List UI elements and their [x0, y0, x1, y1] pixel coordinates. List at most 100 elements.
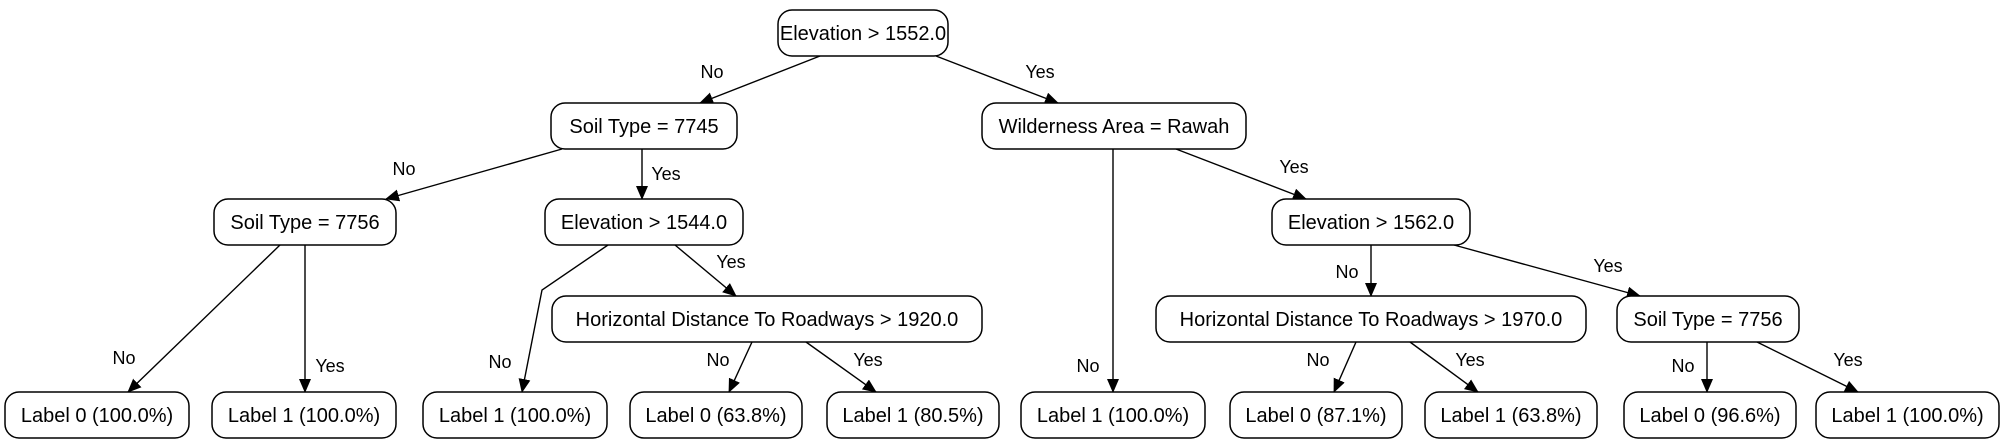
node-label: Soil Type = 7745	[569, 116, 718, 138]
leaf-node-l9: Label 0 (96.6%)	[1623, 391, 1797, 439]
edge-arrow	[674, 244, 737, 297]
edge-label: Yes	[1025, 62, 1054, 82]
nodes-layer: Elevation > 1552.0 Soil Type = 7745 Wilder…	[4, 9, 2000, 439]
edge-n8-l9: No	[1671, 342, 1713, 393]
node-box	[1155, 295, 1587, 343]
edge-arrow	[127, 244, 281, 393]
edge-label: Yes	[853, 350, 882, 370]
decision-node-n4: Elevation > 1544.0	[544, 198, 744, 246]
node-box	[1623, 391, 1797, 439]
edge-arrow	[805, 341, 877, 393]
edge-label: Yes	[1455, 350, 1484, 370]
decision-node-n8: Soil Type = 7756	[1616, 295, 1800, 343]
edge-n0-n1: No	[699, 55, 821, 104]
edge-n1-n3: No	[385, 148, 563, 202]
edge-n0-n2: Yes	[935, 55, 1059, 104]
edge-n4-l3: No	[488, 244, 609, 393]
edge-label: No	[1335, 262, 1358, 282]
node-box	[1229, 391, 1403, 439]
node-label: Label 0 (100.0%)	[21, 405, 173, 427]
node-box	[422, 391, 608, 439]
edge-label: Yes	[315, 356, 344, 376]
node-label: Label 0 (63.8%)	[645, 405, 786, 427]
node-label: Label 1 (100.0%)	[1831, 405, 1983, 427]
edge-label: Yes	[1833, 350, 1862, 370]
edge-label: No	[1076, 356, 1099, 376]
node-box	[826, 391, 1000, 439]
node-label: Label 1 (80.5%)	[842, 405, 983, 427]
edge-n5-l5: Yes	[805, 341, 883, 393]
node-label: Label 0 (96.6%)	[1639, 405, 1780, 427]
node-label: Elevation > 1552.0	[780, 23, 946, 45]
node-label: Soil Type = 7756	[1633, 309, 1782, 331]
edge-label: Yes	[651, 164, 680, 184]
edge-arrow	[1756, 341, 1859, 393]
decision-node-n2: Wilderness Area = Rawah	[981, 102, 1247, 150]
edge-arrow	[1175, 148, 1307, 200]
node-box	[1424, 391, 1598, 439]
node-label: Label 1 (63.8%)	[1440, 405, 1581, 427]
node-box	[777, 9, 949, 57]
node-box	[1020, 391, 1206, 439]
edge-arrow	[1333, 341, 1357, 393]
leaf-node-l7: Label 0 (87.1%)	[1229, 391, 1403, 439]
decision-node-n5: Horizontal Distance To Roadways > 1920.0	[551, 295, 983, 343]
edge-n7-l8: Yes	[1409, 341, 1485, 393]
edge-label: No	[1306, 350, 1329, 370]
edge-label: No	[1671, 356, 1694, 376]
node-box	[544, 198, 744, 246]
node-box	[211, 391, 397, 439]
node-box	[213, 198, 397, 246]
node-box	[1271, 198, 1471, 246]
node-label: Elevation > 1562.0	[1288, 212, 1454, 234]
decision-node-n6: Elevation > 1562.0	[1271, 198, 1471, 246]
node-box	[551, 295, 983, 343]
node-box	[981, 102, 1247, 150]
node-box	[1616, 295, 1800, 343]
edge-n1-n4: Yes	[636, 149, 681, 200]
edges-layer: No Yes No Yes No Yes No Yes No Yes No Yes No Yes No Yes…	[112, 55, 1863, 393]
leaf-node-l10: Label 1 (100.0%)	[1815, 391, 2000, 439]
node-label: Elevation > 1544.0	[561, 212, 727, 234]
edge-label: No	[392, 159, 415, 179]
leaf-node-l5: Label 1 (80.5%)	[826, 391, 1000, 439]
node-label: Label 1 (100.0%)	[228, 405, 380, 427]
leaf-node-l2: Label 1 (100.0%)	[211, 391, 397, 439]
node-label: Horizontal Distance To Roadways > 1970.0	[1180, 309, 1563, 331]
edge-arrow	[1409, 341, 1479, 393]
edge-n5-l4: No	[706, 341, 753, 393]
edge-n3-l1: No	[112, 244, 281, 393]
node-box	[550, 102, 738, 150]
node-box	[4, 391, 190, 439]
edge-arrow	[1453, 244, 1641, 299]
edge-label: Yes	[716, 252, 745, 272]
edge-n6-n8: Yes	[1453, 244, 1641, 299]
decision-node-n3: Soil Type = 7756	[213, 198, 397, 246]
edge-n7-l7: No	[1306, 341, 1357, 393]
edge-label: No	[706, 350, 729, 370]
edge-n3-l2: Yes	[299, 245, 345, 393]
edge-arrow	[518, 244, 609, 393]
edge-label: Yes	[1279, 157, 1308, 177]
edge-label: Yes	[1593, 256, 1622, 276]
leaf-node-l1: Label 0 (100.0%)	[4, 391, 190, 439]
leaf-node-l8: Label 1 (63.8%)	[1424, 391, 1598, 439]
edge-n2-l6: No	[1076, 149, 1119, 393]
edge-n6-n7: No	[1335, 245, 1377, 297]
edge-n4-n5: Yes	[674, 244, 746, 297]
edge-label: No	[700, 62, 723, 82]
node-label: Horizontal Distance To Roadways > 1920.0	[576, 309, 959, 331]
node-label: Soil Type = 7756	[230, 212, 379, 234]
decision-node-n1: Soil Type = 7745	[550, 102, 738, 150]
edge-arrow	[935, 55, 1059, 104]
decision-node-n7: Horizontal Distance To Roadways > 1970.0	[1155, 295, 1587, 343]
edge-label: No	[488, 352, 511, 372]
node-label: Wilderness Area = Rawah	[999, 116, 1230, 138]
node-label: Label 1 (100.0%)	[439, 405, 591, 427]
edge-n8-l10: Yes	[1756, 341, 1863, 393]
leaf-node-l3: Label 1 (100.0%)	[422, 391, 608, 439]
leaf-node-l4: Label 0 (63.8%)	[629, 391, 803, 439]
edge-arrow	[385, 148, 563, 202]
node-label: Label 0 (87.1%)	[1245, 405, 1386, 427]
